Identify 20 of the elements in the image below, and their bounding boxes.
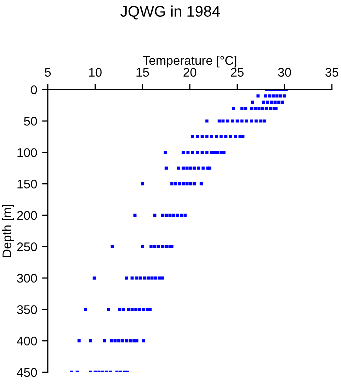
chart-title: JQWG in 1984 bbox=[120, 6, 220, 20]
y-tick-label: 100 bbox=[18, 148, 38, 158]
y-tick-label: 350 bbox=[17, 305, 38, 314]
y-tick-label: 200 bbox=[17, 211, 38, 220]
x-tick-label: 20 bbox=[184, 68, 197, 77]
y-tick-label: 450 bbox=[17, 368, 38, 378]
x-tick-label: 15 bbox=[136, 68, 150, 77]
x-tick-label: 25 bbox=[231, 68, 244, 77]
x-tick-label: 5 bbox=[45, 68, 52, 77]
y-tick-label: 0 bbox=[31, 86, 38, 95]
y-tick-label: 250 bbox=[17, 242, 38, 252]
y-tick-label: 400 bbox=[17, 336, 38, 346]
x-tick-label: 30 bbox=[278, 68, 292, 77]
y-tick-label: 300 bbox=[17, 274, 38, 283]
x-axis-title: Temperature [°C] bbox=[143, 56, 237, 68]
y-tick-label: 50 bbox=[24, 117, 38, 126]
y-tick-label: 150 bbox=[18, 180, 38, 189]
y-axis-title: Depth [m] bbox=[2, 204, 14, 258]
x-tick-label: 10 bbox=[89, 68, 102, 77]
x-tick-label: 35 bbox=[326, 68, 339, 77]
